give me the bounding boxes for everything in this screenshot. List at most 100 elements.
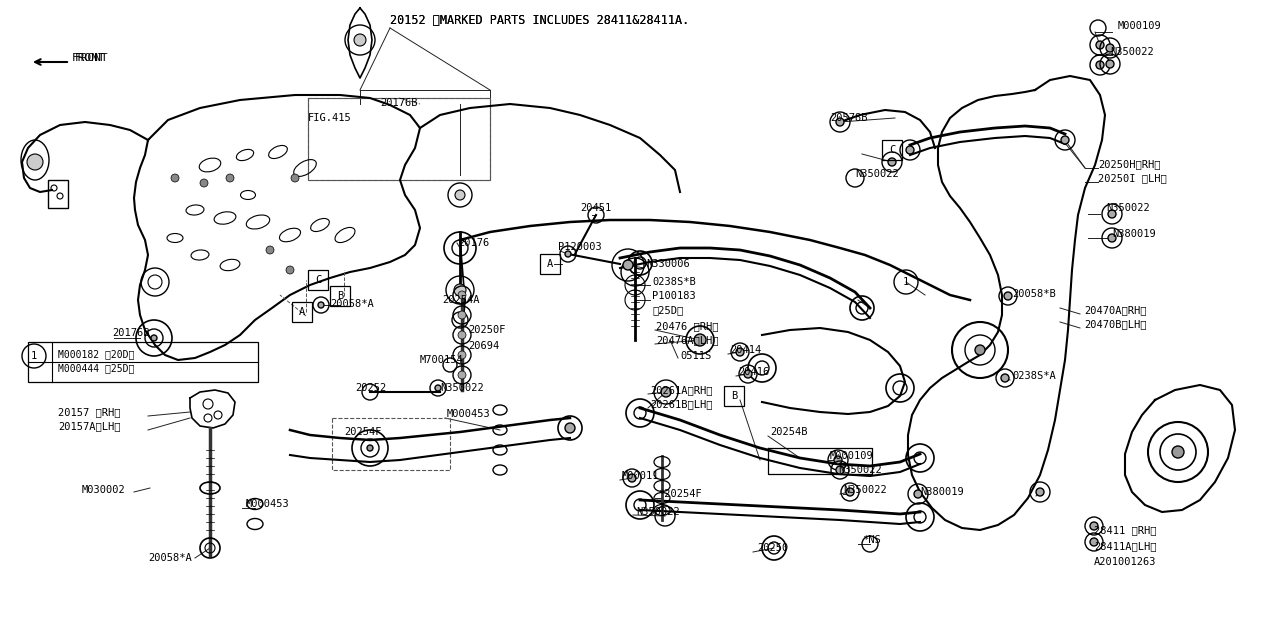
Text: C: C [315,275,321,285]
Circle shape [836,466,844,474]
Circle shape [458,351,466,359]
Text: A: A [547,259,553,269]
Text: N350022: N350022 [855,169,899,179]
Circle shape [458,311,466,319]
Text: 20578B: 20578B [829,113,868,123]
Text: 20250F: 20250F [468,325,506,335]
Circle shape [744,370,753,378]
Text: N350022: N350022 [838,465,882,475]
Text: 20152 ※MARKED PARTS INCLUDES 28411&28411A.: 20152 ※MARKED PARTS INCLUDES 28411&28411… [390,13,689,26]
Text: 20476 〈RH〉: 20476 〈RH〉 [657,321,718,331]
Text: 20058*A: 20058*A [330,299,374,309]
Text: 20058*A: 20058*A [148,553,192,563]
Text: 20470A〈RH〉: 20470A〈RH〉 [1084,305,1147,315]
Text: B: B [337,291,343,301]
Text: 20176B: 20176B [113,328,150,338]
Text: 20470B〈LH〉: 20470B〈LH〉 [1084,319,1147,329]
Circle shape [285,266,294,274]
Circle shape [200,179,207,187]
Text: 0238S*A: 0238S*A [1012,371,1056,381]
Text: N330006: N330006 [646,259,690,269]
Text: M030002: M030002 [82,485,125,495]
Circle shape [694,334,707,346]
Bar [882,140,902,160]
Circle shape [660,387,671,397]
Circle shape [458,371,466,379]
Circle shape [1091,522,1098,530]
Text: P100183: P100183 [652,291,696,301]
Circle shape [151,335,157,341]
Circle shape [836,118,844,126]
Circle shape [975,345,986,355]
Circle shape [227,174,234,182]
Circle shape [458,331,466,339]
Circle shape [564,423,575,433]
Circle shape [367,445,372,451]
Circle shape [835,456,842,464]
Circle shape [1106,60,1114,68]
Text: 0238S*B: 0238S*B [652,277,696,287]
Circle shape [27,154,44,170]
Text: 20416: 20416 [739,367,769,377]
Text: 1: 1 [902,277,909,287]
Circle shape [291,174,300,182]
Circle shape [1061,136,1069,144]
Text: N350022: N350022 [440,383,484,393]
Text: *20254F: *20254F [658,489,701,499]
Bar [308,270,328,290]
Circle shape [1004,292,1012,300]
Text: M000182 〲20D〳: M000182 〲20D〳 [58,349,134,359]
Text: 28411A〈LH〉: 28411A〈LH〉 [1094,541,1157,551]
Text: P120003: P120003 [558,242,602,252]
Text: 20250H〈RH〉: 20250H〈RH〉 [1098,159,1161,169]
Text: FRONT: FRONT [76,53,109,63]
Text: 20176: 20176 [458,238,489,248]
Text: 20261A〈RH〉: 20261A〈RH〉 [650,385,713,395]
Circle shape [355,34,366,46]
Circle shape [317,302,324,308]
Text: 20254F: 20254F [344,427,381,437]
Text: B: B [731,391,737,401]
Circle shape [1096,61,1103,69]
Circle shape [846,488,854,496]
Text: 20176B: 20176B [380,98,417,108]
Bar [49,180,68,208]
Text: FIG.415: FIG.415 [308,113,352,123]
Text: C: C [888,145,895,155]
Text: 20694: 20694 [468,341,499,351]
Text: 20250I 〈LH〉: 20250I 〈LH〉 [1098,173,1167,183]
Bar [330,286,349,306]
Circle shape [623,260,634,270]
Circle shape [435,385,442,391]
Text: 0511S: 0511S [680,351,712,361]
Text: 20157 〈RH〉: 20157 〈RH〉 [58,407,120,417]
Text: N350022: N350022 [1106,203,1149,213]
Text: 20476A〈LH〉: 20476A〈LH〉 [657,335,718,345]
Circle shape [172,174,179,182]
Circle shape [564,251,571,257]
Text: 20152 ※MARKED PARTS INCLUDES 28411&28411A.: 20152 ※MARKED PARTS INCLUDES 28411&28411… [390,13,689,26]
Text: 20058*B: 20058*B [1012,289,1056,299]
Circle shape [1108,234,1116,242]
Circle shape [454,190,465,200]
Text: 20250: 20250 [756,543,788,553]
Circle shape [458,291,466,299]
Circle shape [1108,210,1116,218]
Text: M000109: M000109 [1117,21,1162,31]
Text: 20261B〈LH〉: 20261B〈LH〉 [650,399,713,409]
Circle shape [1106,44,1114,52]
Text: 28411 〈RH〉: 28411 〈RH〉 [1094,525,1157,535]
Text: N380019: N380019 [920,487,964,497]
Circle shape [914,490,922,498]
Text: N350022: N350022 [1110,47,1153,57]
Text: N350022: N350022 [844,485,887,495]
Text: M000109: M000109 [829,451,874,461]
Text: A: A [298,307,305,317]
Text: 1: 1 [31,351,37,361]
Bar [292,302,312,322]
Text: 20157A〈LH〉: 20157A〈LH〉 [58,421,120,431]
Circle shape [906,146,914,154]
Text: 〲25D〳: 〲25D〳 [652,305,684,315]
Text: *NS: *NS [861,535,881,545]
Bar [540,254,561,274]
